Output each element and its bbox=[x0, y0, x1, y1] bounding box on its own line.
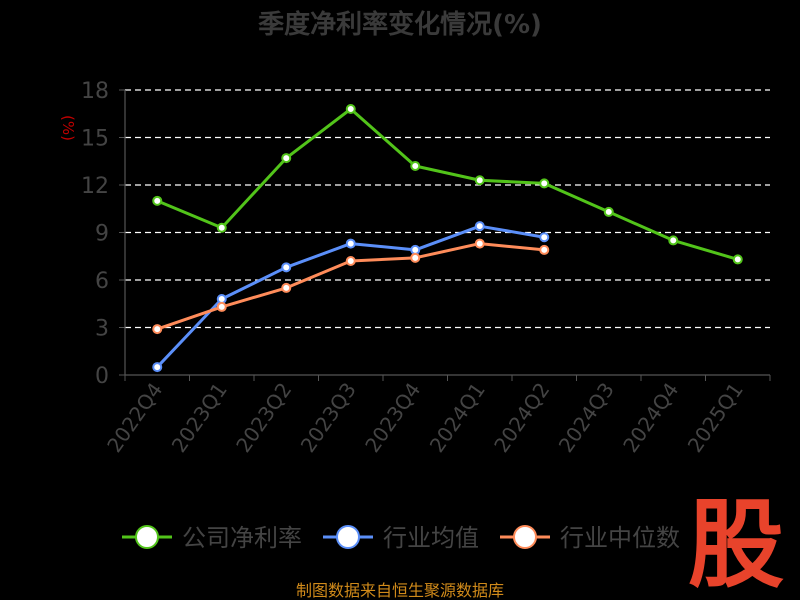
source-note: 制图数据来自恒生聚源数据库 bbox=[296, 581, 504, 600]
data-point bbox=[152, 324, 163, 335]
legend-marker bbox=[135, 525, 159, 549]
series-0 bbox=[152, 104, 743, 265]
y-tick-label: 0 bbox=[95, 364, 109, 389]
y-tick-label: 12 bbox=[81, 174, 109, 199]
data-point bbox=[539, 244, 550, 255]
data-point bbox=[410, 252, 421, 263]
series-layer bbox=[152, 104, 743, 373]
y-tick-label: 18 bbox=[81, 79, 109, 104]
x-tick-label: 2024Q4 bbox=[618, 378, 683, 457]
data-point bbox=[474, 221, 485, 232]
legend: 公司净利率 行业均值 行业中位数 bbox=[122, 524, 680, 552]
series-line bbox=[156, 107, 739, 261]
chart-title: 季度净利率变化情况(%) bbox=[258, 9, 542, 40]
legend-marker bbox=[336, 525, 360, 549]
data-point bbox=[539, 178, 550, 189]
y-tick-label: 6 bbox=[95, 269, 109, 294]
data-point bbox=[216, 222, 227, 233]
data-point bbox=[152, 362, 163, 373]
x-tick-label: 2023Q3 bbox=[296, 378, 361, 457]
legend-item[interactable]: 行业中位数 bbox=[500, 524, 680, 552]
y-tick-label: 3 bbox=[95, 317, 109, 342]
data-point bbox=[216, 294, 227, 304]
x-tick-label: 2024Q2 bbox=[489, 378, 554, 457]
series-2 bbox=[152, 238, 550, 335]
data-point bbox=[410, 161, 421, 171]
data-point bbox=[281, 153, 292, 164]
legend-label: 行业均值 bbox=[383, 524, 479, 552]
data-point bbox=[345, 256, 356, 266]
x-tick-labels: 2022Q4 2023Q1 2023Q2 2023Q3 2023Q4 2024Q1 2024… bbox=[102, 378, 748, 457]
data-point bbox=[732, 254, 743, 265]
data-point bbox=[474, 238, 485, 249]
y-axis-unit: (%) bbox=[59, 115, 77, 141]
legend-marker bbox=[513, 525, 537, 549]
data-point bbox=[410, 244, 421, 255]
legend-label: 公司净利率 bbox=[182, 524, 302, 552]
data-point bbox=[474, 175, 485, 186]
data-point bbox=[216, 301, 227, 312]
x-tick-label: 2024Q3 bbox=[554, 378, 619, 457]
x-tick-label: 2023Q2 bbox=[231, 378, 296, 457]
logo: 股 bbox=[688, 489, 784, 600]
y-tick-label: 15 bbox=[81, 127, 109, 152]
legend-item[interactable]: 公司净利率 bbox=[122, 524, 302, 552]
data-point bbox=[539, 232, 550, 243]
data-point bbox=[345, 238, 356, 249]
axes bbox=[124, 90, 771, 381]
grid bbox=[119, 89, 770, 376]
x-tick-label: 2022Q4 bbox=[102, 378, 167, 457]
y-tick-labels: 0 3 6 9 12 15 18 bbox=[81, 79, 109, 389]
x-tick-label: 2023Q4 bbox=[360, 378, 425, 457]
x-tick-label: 2023Q1 bbox=[167, 378, 232, 457]
x-tick-label: 2024Q1 bbox=[425, 378, 490, 457]
data-point bbox=[281, 262, 292, 273]
legend-label: 行业中位数 bbox=[560, 524, 680, 552]
x-tick-label: 2025Q1 bbox=[683, 378, 748, 457]
data-point bbox=[668, 235, 679, 246]
data-point bbox=[603, 206, 614, 217]
data-point bbox=[281, 282, 292, 293]
legend-item[interactable]: 行业均值 bbox=[323, 524, 479, 552]
data-point bbox=[345, 104, 356, 114]
data-point bbox=[152, 195, 163, 206]
y-tick-label: 9 bbox=[95, 222, 109, 247]
